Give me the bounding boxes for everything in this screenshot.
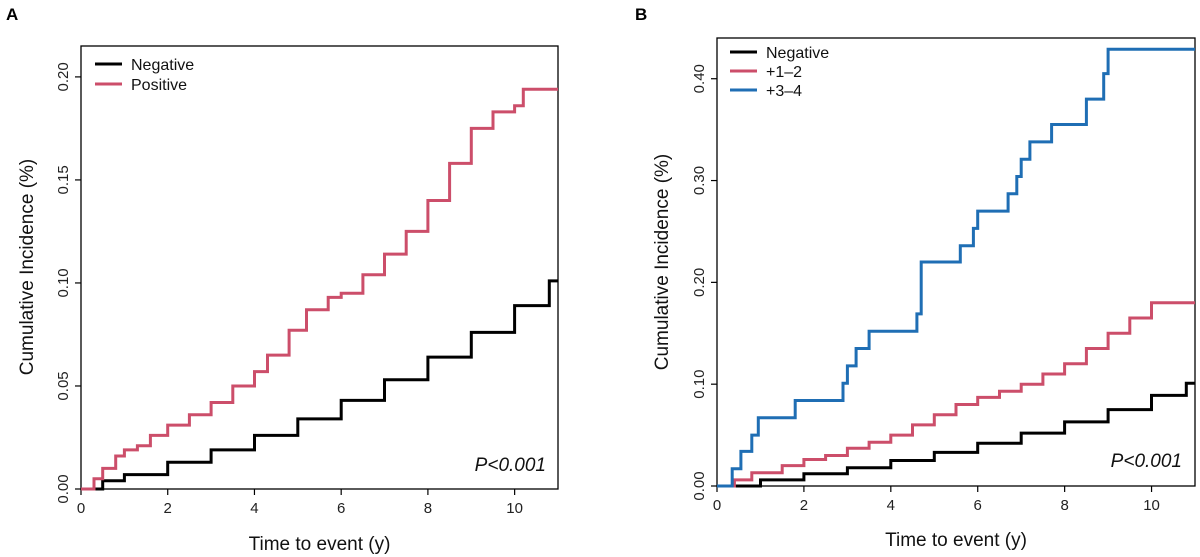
legend-label-negative: Negative <box>766 45 829 62</box>
legend-label-plus-3-4: +3–4 <box>766 83 802 100</box>
panel-a-legend: Negative Positive <box>95 57 194 94</box>
y-tick-label: 0.10 <box>55 268 72 297</box>
legend-label-positive: Positive <box>131 77 187 94</box>
panel-a-p-value: P<0.001 <box>475 455 546 476</box>
x-tick-label: 2 <box>164 500 172 517</box>
panel-b-y-axis-title: Cumulative Incidence (%) <box>652 154 673 370</box>
y-tick-label: 0.30 <box>691 166 708 195</box>
x-tick-label: 8 <box>424 500 432 517</box>
x-tick-label: 4 <box>887 497 895 514</box>
panel-a-x-axis-title: Time to event (y) <box>249 534 391 555</box>
y-tick-label: 0.15 <box>55 165 72 194</box>
panel-b-p-value: P<0.001 <box>1111 451 1182 472</box>
panel-a-series <box>81 87 558 491</box>
panel-b-legend: Negative +1–2 +3–4 <box>730 45 829 100</box>
y-tick-label: 0.20 <box>55 62 72 91</box>
series-line-positive <box>81 87 558 491</box>
legend-label-negative: Negative <box>131 57 194 74</box>
panel-b-series <box>717 47 1195 488</box>
series-line-plus-3-4 <box>717 47 1195 488</box>
panel-a: A 0 2 4 6 8 10 0.00 0.05 0.10 0.15 0.20 Time to ev… <box>6 5 559 555</box>
y-tick-label: 0.05 <box>55 371 72 400</box>
panel-a-plot-frame <box>80 45 559 490</box>
x-tick-label: 10 <box>1143 497 1160 514</box>
panel-b-x-axis-title: Time to event (y) <box>885 530 1027 551</box>
series-line-negative <box>717 381 1195 488</box>
y-tick-label: 0.00 <box>691 471 708 500</box>
series-line-negative <box>81 279 558 491</box>
x-tick-label: 4 <box>250 500 258 517</box>
panel-a-ticks: 0 2 4 6 8 10 0.00 0.05 0.10 0.15 0.20 <box>55 62 523 517</box>
x-tick-label: 6 <box>337 500 345 517</box>
x-tick-label: 0 <box>713 497 721 514</box>
y-tick-label: 0.40 <box>691 64 708 93</box>
x-tick-label: 8 <box>1060 497 1068 514</box>
panel-b-letter: B <box>635 5 647 24</box>
x-tick-label: 10 <box>506 500 523 517</box>
y-tick-label: 0.20 <box>691 268 708 297</box>
panel-a-letter: A <box>6 5 18 24</box>
panel-b-ticks: 0 2 4 6 8 10 0.00 0.10 0.20 0.30 0.40 <box>691 64 1160 514</box>
panel-a-y-axis-title: Cumulative Incidence (%) <box>17 159 38 375</box>
y-tick-label: 0.00 <box>55 474 72 503</box>
panel-b: B 0 2 4 6 8 10 0.00 0.10 0.20 0.30 0.40 Time to ev… <box>635 5 1196 551</box>
panel-b-plot-frame <box>716 37 1196 487</box>
x-tick-label: 2 <box>800 497 808 514</box>
y-tick-label: 0.10 <box>691 370 708 399</box>
series-line-plus-1-2 <box>717 301 1195 488</box>
x-tick-label: 0 <box>77 500 85 517</box>
legend-label-plus-1-2: +1–2 <box>766 64 802 81</box>
x-tick-label: 6 <box>974 497 982 514</box>
